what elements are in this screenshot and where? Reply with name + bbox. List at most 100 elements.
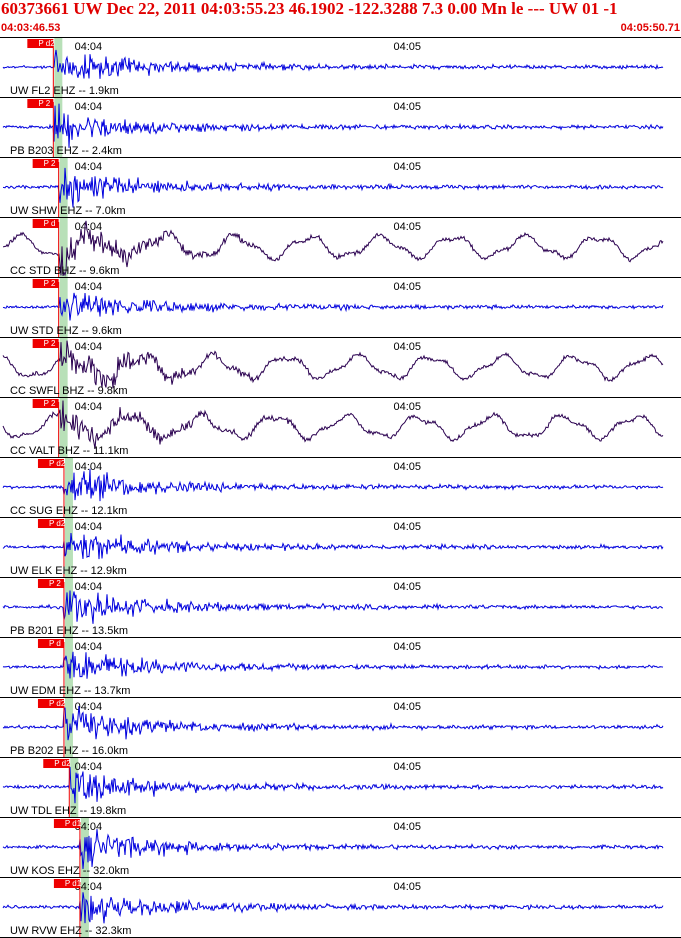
trace-plot: 04:04 04:05 P 2 — [2, 158, 664, 218]
channel-label: UW FL2 EHZ -- 1.9km — [10, 85, 119, 97]
trace-panel: 04:04 04:05 P 2 UW SHW EHZ -- 7.0km — [0, 157, 681, 218]
trace-plot: 04:04 04:05 P d2 — [2, 518, 664, 578]
seismogram-stack: 04:04 04:05 P d2 UW FL2 EHZ -- 1.9km 04:04 04… — [0, 37, 681, 938]
pick-label: P d2 — [49, 519, 66, 528]
pick-marker-box[interactable] — [32, 399, 59, 408]
waveform-trace — [2, 167, 664, 208]
event-title: 60373661 UW Dec 22, 2011 04:03:55.23 46.… — [1, 0, 618, 18]
channel-label: UW STD EHZ -- 9.6km — [10, 325, 122, 337]
trace-plot: 04:04 04:05 P d2 — [2, 458, 664, 518]
pick-label: P 2 — [44, 399, 56, 408]
pick-marker-box[interactable] — [32, 219, 59, 228]
pick-marker-box[interactable] — [37, 579, 64, 588]
x-tick-label: 04:04 — [75, 401, 103, 413]
waveform-trace — [2, 829, 664, 870]
x-tick-label: 04:05 — [393, 881, 421, 893]
channel-label: PB B201 EHZ -- 13.5km — [10, 625, 128, 637]
x-tick-label: 04:04 — [75, 881, 103, 893]
waveform-trace — [2, 468, 664, 502]
pick-marker-box[interactable] — [37, 639, 64, 648]
pick-window — [64, 458, 73, 518]
pick-marker-box[interactable] — [37, 699, 64, 708]
waveform-trace — [2, 103, 664, 148]
pick-marker-box[interactable] — [27, 99, 54, 108]
trace-panel: 04:04 04:05 P d UW EDM EHZ -- 13.7km — [0, 637, 681, 698]
x-tick-label: 04:05 — [393, 821, 421, 833]
x-tick-label: 04:04 — [75, 521, 103, 533]
x-tick-label: 04:04 — [75, 641, 103, 653]
x-tick-label: 04:05 — [393, 581, 421, 593]
window-start-time: 04:03:46.53 — [1, 22, 61, 34]
window-end-time: 04:05:50.71 — [620, 22, 680, 34]
pick-marker-box[interactable] — [32, 159, 59, 168]
pick-marker-box[interactable] — [32, 279, 59, 288]
channel-label: PB B203 EHZ -- 2.4km — [10, 145, 122, 157]
trace-plot: 04:04 04:05 P d2 — [2, 698, 664, 758]
pick-label: P d2 — [49, 459, 66, 468]
pick-marker-box[interactable] — [53, 819, 80, 828]
x-tick-label: 04:04 — [75, 221, 103, 233]
channel-label: UW ELK EHZ -- 12.9km — [10, 565, 127, 577]
pick-label: P d2 — [54, 759, 71, 768]
trace-plot: 04:04 04:05 P d2 — [2, 758, 664, 818]
channel-label: UW KOS EHZ -- 32.0km — [10, 865, 130, 877]
x-tick-label: 04:04 — [75, 701, 103, 713]
x-tick-label: 04:04 — [75, 581, 103, 593]
x-tick-label: 04:05 — [393, 461, 421, 473]
pick-label: P 2 — [44, 159, 56, 168]
trace-plot: 04:04 04:05 P d2 — [2, 38, 664, 98]
x-tick-label: 04:04 — [75, 161, 103, 173]
waveform-trace — [2, 766, 664, 804]
pick-label: P d1 — [65, 819, 82, 828]
channel-label: CC SWFL BHZ -- 9.8km — [10, 385, 128, 397]
waveform-trace — [2, 651, 664, 679]
x-tick-label: 04:05 — [393, 401, 421, 413]
channel-label: UW EDM EHZ -- 13.7km — [10, 685, 131, 697]
channel-label: UW RVW EHZ -- 32.3km — [10, 925, 132, 937]
waveform-trace — [2, 706, 664, 741]
x-tick-label: 04:05 — [393, 761, 421, 773]
x-tick-label: 04:04 — [75, 41, 103, 53]
waveform-trace — [2, 340, 664, 389]
channel-label: UW SHW EHZ -- 7.0km — [10, 205, 126, 217]
channel-label: PB B202 EHZ -- 16.0km — [10, 745, 128, 757]
waveform-trace — [2, 892, 664, 924]
trace-panel: 04:04 04:05 P d1 UW RVW EHZ -- 32.3km — [0, 877, 681, 938]
trace-plot: 04:04 04:05 P d — [2, 638, 664, 698]
trace-panel: 04:04 04:05 P d2 UW FL2 EHZ -- 1.9km — [0, 37, 681, 98]
pick-label: P d2 — [49, 699, 66, 708]
channel-label: UW TDL EHZ -- 19.8km — [10, 805, 127, 817]
pick-label: P 2 — [38, 99, 50, 108]
x-tick-label: 04:05 — [393, 341, 421, 353]
waveform-trace — [2, 220, 664, 277]
pick-marker-box[interactable] — [37, 459, 64, 468]
x-tick-label: 04:04 — [75, 101, 103, 113]
pick-marker-box[interactable] — [32, 339, 59, 348]
trace-plot: 04:04 04:05 P 2 — [2, 338, 664, 398]
trace-panel: 04:04 04:05 P 2 UW STD EHZ -- 9.6km — [0, 277, 681, 338]
record-header: 60373661 UW Dec 22, 2011 04:03:55.23 46.… — [0, 0, 681, 37]
pick-window — [64, 518, 73, 578]
pick-label: P 2 — [49, 579, 61, 588]
trace-panel: 04:04 04:05 P d2 CC SUG EHZ -- 12.1km — [0, 457, 681, 518]
pick-marker-box[interactable] — [37, 519, 64, 528]
trace-panel: 04:04 04:05 P d2 UW TDL EHZ -- 19.8km — [0, 757, 681, 818]
trace-panel: 04:04 04:05 P 2 PB B201 EHZ -- 13.5km — [0, 577, 681, 638]
pick-label: P d2 — [38, 39, 55, 48]
waveform-trace — [2, 590, 664, 624]
waveform-trace — [2, 532, 664, 560]
pick-marker-box[interactable] — [43, 759, 70, 768]
trace-panel: 04:04 04:05 P 2 CC VALT BHZ -- 11.1km — [0, 397, 681, 458]
pick-label: P d — [49, 639, 61, 648]
pick-marker-box[interactable] — [53, 879, 80, 888]
trace-plot: 04:04 04:05 P d — [2, 218, 664, 278]
x-tick-label: 04:04 — [75, 341, 103, 353]
trace-plot: 04:04 04:05 P d1 — [2, 818, 664, 878]
pick-marker-box[interactable] — [27, 39, 54, 48]
channel-label: CC VALT BHZ -- 11.1km — [10, 445, 129, 457]
x-tick-label: 04:05 — [393, 281, 421, 293]
x-tick-label: 04:05 — [393, 161, 421, 173]
pick-label: P d — [44, 219, 56, 228]
pick-window — [59, 338, 68, 398]
channel-label: CC STD BHZ -- 9.6km — [10, 265, 120, 277]
